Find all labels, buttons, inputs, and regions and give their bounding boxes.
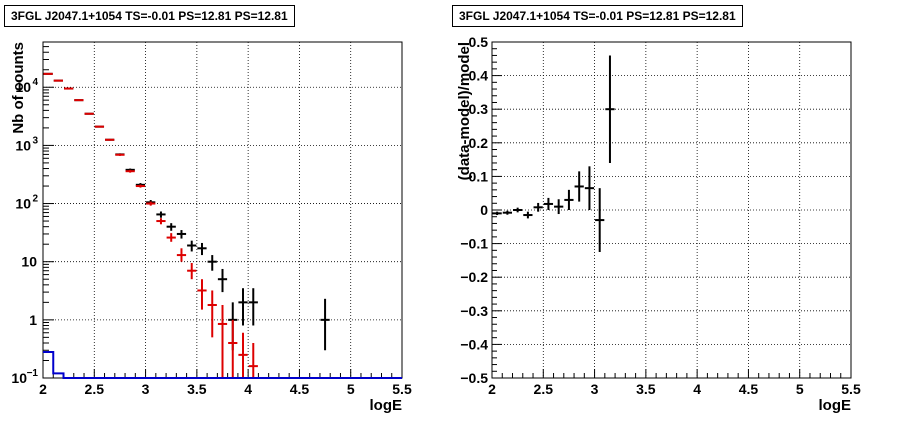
chart-title-right: 3FGL J2047.1+1054 TS=-0.01 PS=12.81 PS=1… — [452, 5, 743, 27]
y-tick-exponent: 3 — [32, 135, 38, 146]
x-tick-label: 4.5 — [739, 381, 759, 397]
x-tick-label: 5 — [796, 381, 804, 397]
y-tick-label: 1 — [29, 312, 37, 328]
y-tick-label: 10 — [21, 254, 37, 270]
y-tick-exponent: −1 — [27, 368, 39, 379]
series-2 — [43, 350, 402, 379]
x-tick-label: 2 — [488, 381, 496, 397]
y-tick-label: 0.4 — [469, 68, 489, 84]
x-tick-label: 3.5 — [636, 381, 656, 397]
y-tick-exponent: 4 — [32, 77, 38, 88]
y-tick-label: −0.3 — [460, 303, 488, 319]
y-axis-label: Nb of counts — [10, 42, 27, 134]
x-tick-label: 4 — [693, 381, 701, 397]
y-tick-label: 10 — [11, 370, 27, 386]
y-axis-label: (data-model)/model — [456, 42, 473, 180]
y-tick-label: 10 — [15, 137, 31, 153]
y-tick-label: 0.1 — [469, 168, 489, 184]
y-tick-label: 10 — [15, 196, 31, 212]
x-tick-label: 3.5 — [187, 381, 207, 397]
x-tick-label: 3 — [142, 381, 150, 397]
y-tick-label: −0.4 — [460, 336, 488, 352]
x-tick-label: 5 — [347, 381, 355, 397]
y-tick-label: 0 — [480, 202, 488, 218]
x-tick-label: 3 — [591, 381, 599, 397]
x-tick-label: 2.5 — [85, 381, 105, 397]
y-tick-label: −0.1 — [460, 236, 488, 252]
series-0 — [43, 72, 330, 351]
y-tick-label: 0.5 — [469, 34, 489, 50]
y-tick-label: 0.3 — [469, 101, 489, 117]
series-0 — [492, 55, 615, 252]
y-tick-label: 10 — [15, 79, 31, 95]
x-axis-label: logE — [370, 397, 403, 414]
x-tick-label: 2.5 — [534, 381, 554, 397]
x-tick-label: 5.5 — [392, 381, 412, 397]
residuals-plot: 2 2.5 3 3.5 4 4.5 5 5.5 −0.5 −0.4 −0.3 −0.2 −0.1 0 0.1… — [456, 34, 861, 414]
y-tick-exponent: 2 — [32, 194, 38, 205]
series-1 — [43, 72, 258, 378]
y-tick-label: 0.2 — [469, 135, 489, 151]
x-tick-label: 4 — [244, 381, 252, 397]
x-tick-label: 4.5 — [290, 381, 310, 397]
y-tick-label: −0.2 — [460, 269, 488, 285]
x-tick-label: 2 — [39, 381, 47, 397]
chart-title-left: 3FGL J2047.1+1054 TS=-0.01 PS=12.81 PS=1… — [4, 5, 295, 27]
plot-frame — [491, 41, 852, 379]
x-tick-label: 5.5 — [841, 381, 861, 397]
y-tick-label: −0.5 — [460, 370, 488, 386]
model-step-line — [43, 350, 402, 379]
x-axis-label: logE — [819, 397, 852, 414]
